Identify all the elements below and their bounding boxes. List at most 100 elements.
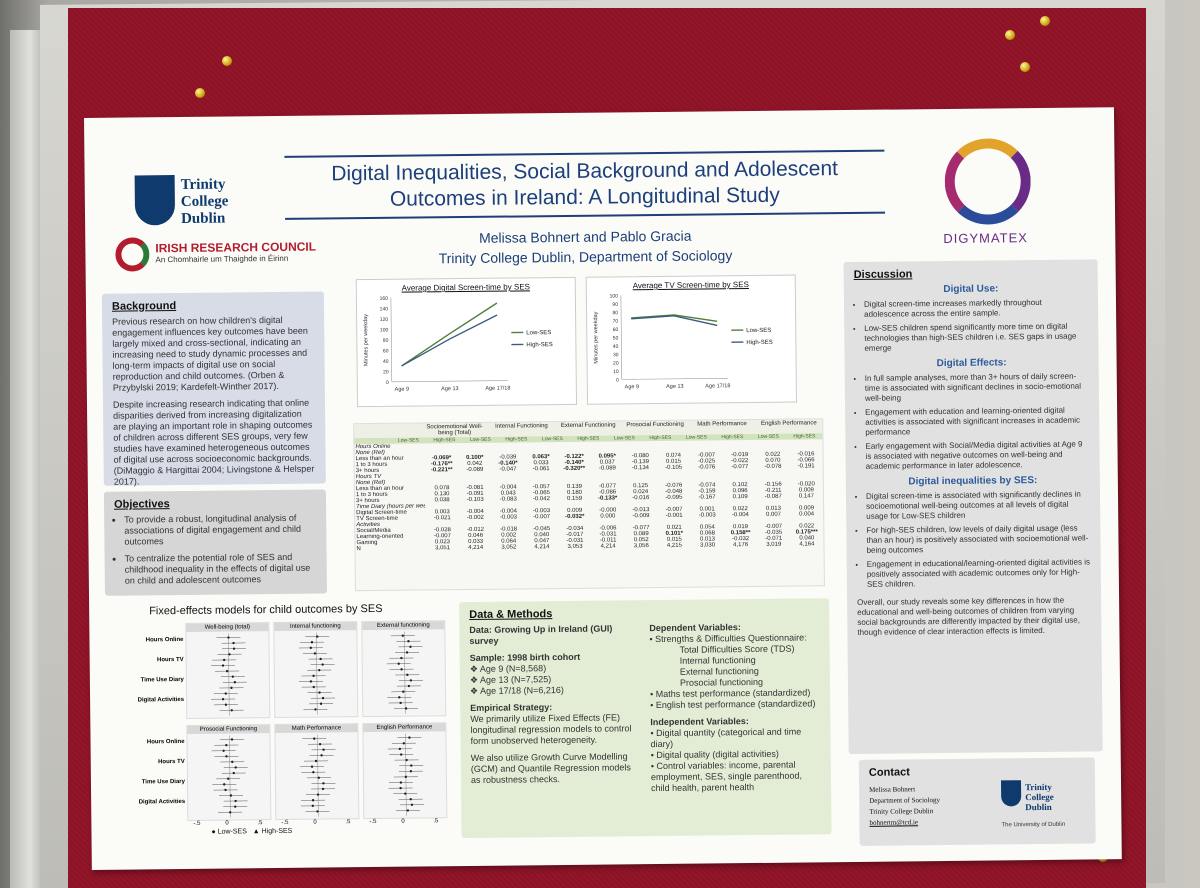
fe-panel-svg [300, 734, 336, 817]
tv-screen-time-chart: Average TV Screen-time by SES 0 10 20 30 40 5… [585, 274, 798, 405]
pin-4 [1040, 16, 1050, 26]
fe-point [225, 669, 229, 673]
legend-high-ses: High-SES [261, 827, 293, 836]
research-poster: Trinity College Dublin IRISH RESEARCH CO… [84, 107, 1122, 870]
discussion-item: In full sample analyses, more than 3+ ho… [865, 371, 1089, 403]
fe-axis-label: -.5 [369, 818, 377, 826]
table-cell: 3,030 [700, 542, 716, 549]
x-tick-label: Age 13 [441, 386, 458, 392]
contact-section: Contact Melissa Bohnert Department of So… [858, 757, 1096, 846]
y-axis [390, 297, 393, 382]
fe-row-label: Digital Activities [137, 696, 185, 704]
legend-low-ses: Low-SES [217, 828, 247, 836]
ind-item: • Control variables: income, parental em… [650, 759, 803, 794]
legend-label: Low-SES [746, 328, 771, 334]
fe-point [233, 681, 237, 684]
fe-point [409, 798, 412, 801]
fe-point [313, 652, 317, 655]
fe-point [406, 673, 409, 677]
fe-panel: Math Performance [274, 723, 360, 821]
fe-axis-label: -.5 [193, 820, 201, 827]
table-cell: 3,056 [633, 543, 649, 550]
fe-point [313, 737, 316, 740]
table-header: English Performance [760, 420, 817, 427]
objective-item: To centralize the potential role of SES … [125, 552, 317, 587]
digital-use-heading: Digital Use: [943, 283, 999, 296]
y-tick-label: 40 [613, 344, 619, 350]
table-cell: 4,176 [733, 542, 749, 549]
fe-axis-label: .5 [345, 819, 351, 826]
background-p1: Previous research on how children's digi… [112, 314, 308, 393]
tcd-name-line1: Trinity [180, 176, 226, 193]
tcd-name-line2: College [180, 193, 229, 210]
background-section: Background Previous research on how chil… [101, 291, 326, 487]
discussion-heading: Discussion [853, 268, 913, 281]
tcd-name: Trinity College Dublin [181, 176, 229, 227]
fe-point [321, 787, 325, 791]
fe-point [322, 748, 325, 751]
x-tick-label: Age 17/18 [485, 386, 510, 392]
table-header: Math Performance [697, 421, 747, 428]
fe-point [229, 811, 232, 814]
tcd-small-line2: College [1025, 791, 1054, 803]
fe-point [221, 697, 225, 701]
fe-panel-svg [387, 733, 424, 816]
chart-svg: 0 20 40 60 80 100 120 140 160 Age 9 Age 13 Age 17/1… [363, 296, 553, 393]
robustness-text: We also utilize Growth Curve Modelling (… [470, 751, 631, 785]
fe-point [230, 709, 233, 712]
x-tick-label: Age 13 [666, 384, 683, 390]
fixed-effects-title: Fixed-effects models for child outcomes … [149, 602, 383, 618]
y-tick-label: 0 [386, 380, 389, 386]
fe-point [234, 799, 237, 803]
fe-point [402, 690, 405, 693]
x-tick-label: Age 9 [625, 384, 639, 390]
fe-point [401, 634, 404, 637]
fe-axis-label: .5 [433, 818, 439, 825]
digital-effects-list: In full sample analyses, more than 3+ ho… [855, 371, 1090, 471]
fe-point [221, 664, 225, 667]
y-tick-label: 20 [613, 361, 619, 367]
digital-screen-time-chart: Average Digital Screen-time by SES 0 20 40… [355, 276, 578, 408]
fe-row-label: Time Use Diary [140, 676, 184, 684]
fixed-effects-panels: Well-being (total) Internal functioning Ex… [84, 107, 1114, 827]
fe-point [229, 794, 233, 797]
tcd-shield-icon [1000, 780, 1022, 807]
fe-point [316, 635, 319, 638]
fe-panel-svg [210, 633, 247, 716]
fe-point [408, 736, 411, 739]
fe-point [400, 668, 403, 671]
fe-point [402, 742, 406, 745]
y-tick-label: 60 [383, 348, 389, 354]
title-block: Digital Inequalities, Social Background … [284, 149, 886, 270]
fe-axis-label: 0 [225, 820, 229, 827]
fe-point [223, 783, 226, 786]
digymatex-logo: DIGYMATEX [934, 138, 1045, 249]
y-axis [620, 295, 623, 380]
inequalities-list: Digital screen-time is associated with s… [856, 489, 1091, 589]
fixed-effects-legend: ● Low-SES ▲ High-SES [211, 827, 293, 836]
fe-axis-label: 0 [313, 819, 317, 826]
authors-block: Melissa Bohnert and Pablo Gracia Trinity… [285, 224, 885, 270]
y-tick-label: 30 [613, 352, 619, 358]
objectives-list: To provide a robust, longitudinal analys… [114, 513, 317, 587]
tcd-name-small: Trinity College Dublin [1025, 782, 1054, 812]
digymatex-name: DIGYMATEX [943, 230, 1028, 247]
tcd-small-line1: Trinity [1025, 781, 1052, 793]
fe-point [399, 781, 403, 784]
poster-title: Digital Inequalities, Social Background … [284, 156, 885, 214]
objective-item: To provide a robust, longitudinal analys… [124, 513, 316, 548]
dep-item: • English test performance (standardized… [650, 698, 816, 711]
fe-point [316, 810, 319, 813]
y-tick-label: 120 [380, 317, 389, 323]
fe-point [228, 653, 231, 656]
table-cell: 3,052 [501, 544, 517, 551]
fe-panel: External functioning [361, 620, 447, 718]
fe-row-label: Time Use Diary [141, 778, 185, 786]
fe-panel: Well-being (total) [185, 622, 271, 719]
fe-panel-svg [386, 631, 423, 714]
fe-point [234, 805, 237, 808]
fe-point [225, 755, 228, 758]
legend-label: High-SES [526, 342, 552, 348]
y-tick-label: 70 [613, 319, 619, 325]
fe-point [224, 788, 227, 792]
